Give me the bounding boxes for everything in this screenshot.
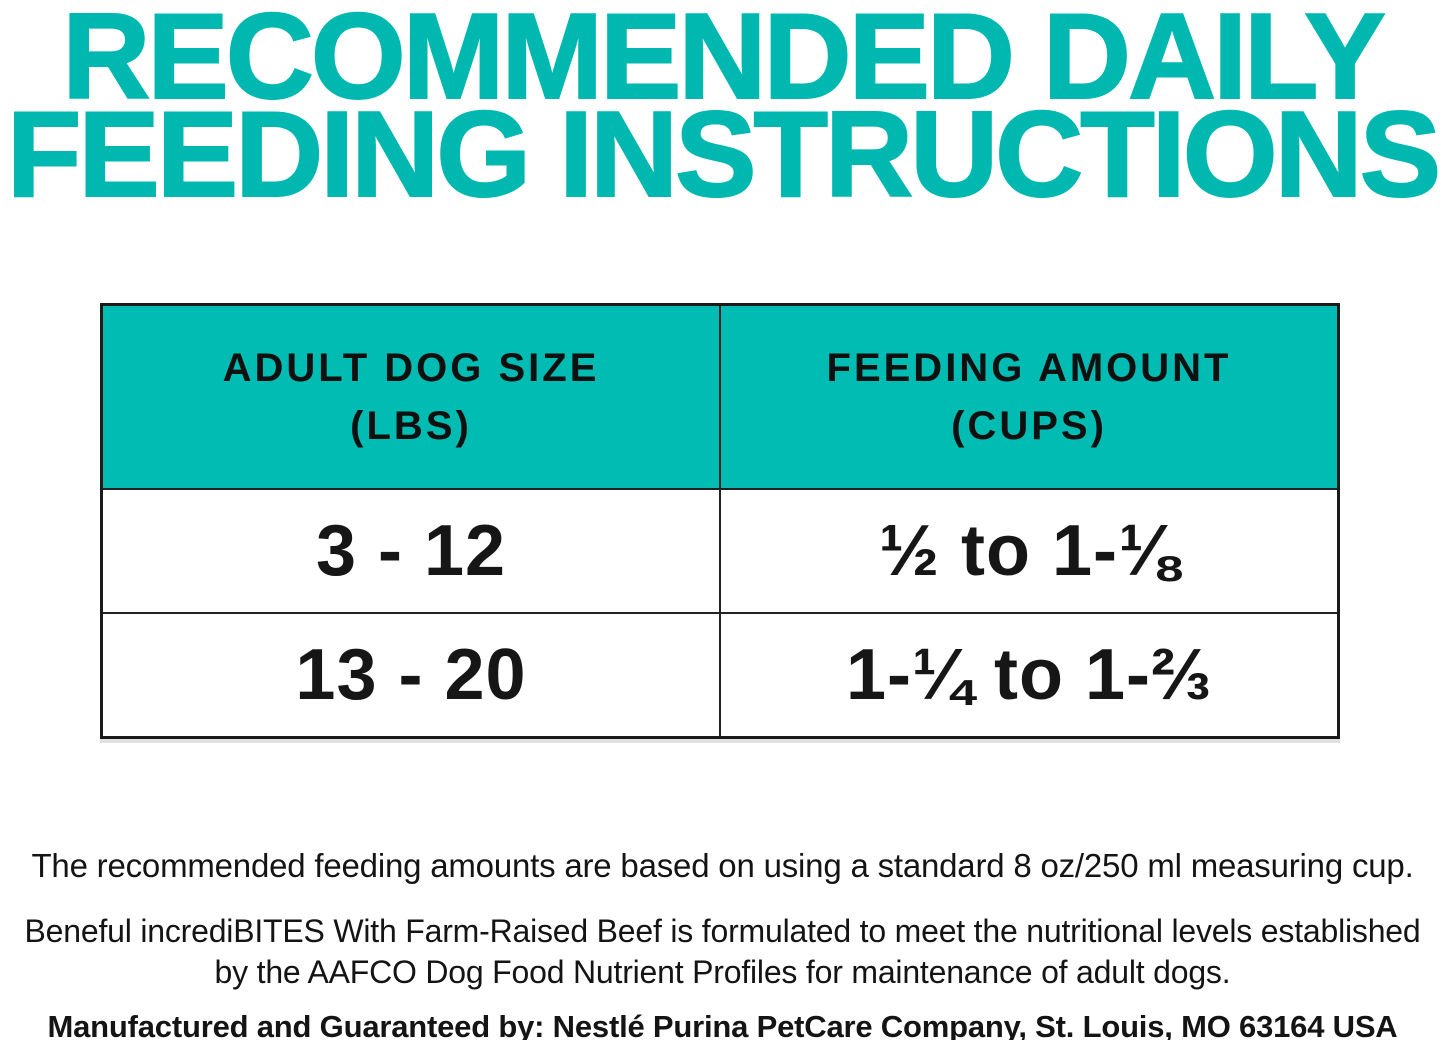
col-header-unit: (LBS) xyxy=(350,404,472,449)
page-title-line-1: RECOMMENDED DAILY xyxy=(61,0,1387,124)
note-measuring-cup: The recommended feeding amounts are base… xyxy=(31,847,1414,885)
table-row: 13 - 20 1-¼ to 1-⅔ xyxy=(100,612,1340,739)
cell-feeding-amount: ½ to 1-⅛ xyxy=(719,488,1340,615)
page-title-line-2: FEEDING INSTRUCTIONS xyxy=(6,85,1442,222)
col-header-label: FEEDING AMOUNT xyxy=(826,346,1232,391)
table-row: 3 - 12 ½ to 1-⅛ xyxy=(100,488,1340,615)
page-title: RECOMMENDED DAILY FEEDING INSTRUCTIONS xyxy=(0,0,1445,222)
feeding-table-header: ADULT DOG SIZE (LBS) FEEDING AMOUNT (CUP… xyxy=(100,303,1340,491)
col-header-adult-dog-size: ADULT DOG SIZE (LBS) xyxy=(100,303,721,491)
note-aafco-statement: Beneful incrediBITES With Farm-Raised Be… xyxy=(24,913,1421,991)
header-row: ADULT DOG SIZE (LBS) FEEDING AMOUNT (CUP… xyxy=(100,303,1340,491)
col-header-unit: (CUPS) xyxy=(951,404,1107,449)
notes-section: The recommended feeding amounts are base… xyxy=(0,847,1445,1040)
col-header-label: ADULT DOG SIZE xyxy=(222,346,600,391)
cell-dog-size: 13 - 20 xyxy=(100,612,721,739)
feeding-table: ADULT DOG SIZE (LBS) FEEDING AMOUNT (CUP… xyxy=(100,303,1340,740)
note-manufacturer: Manufactured and Guaranteed by: Nestlé P… xyxy=(47,1009,1398,1040)
cell-dog-size: 3 - 12 xyxy=(100,488,721,615)
col-header-feeding-amount: FEEDING AMOUNT (CUPS) xyxy=(719,303,1340,491)
cell-feeding-amount: 1-¼ to 1-⅔ xyxy=(719,612,1340,739)
